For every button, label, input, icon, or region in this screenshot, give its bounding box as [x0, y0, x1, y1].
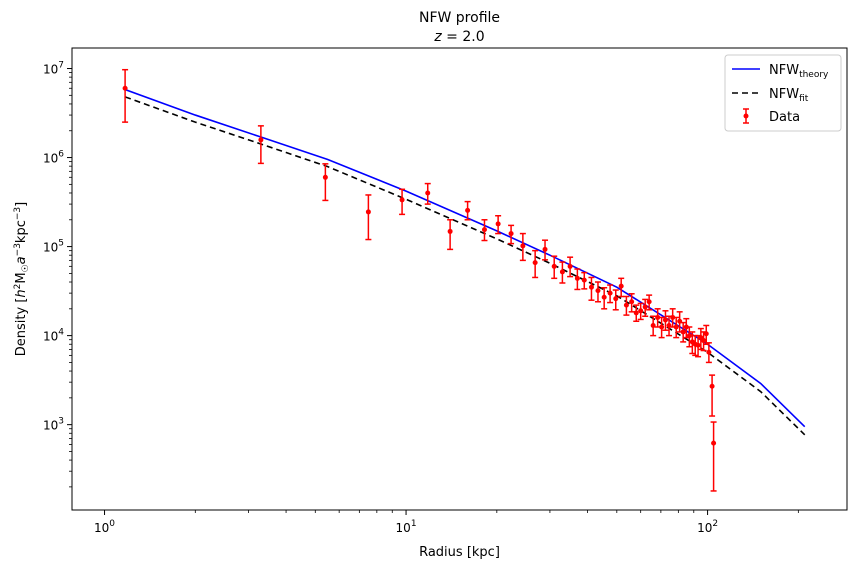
- data-point: [646, 299, 652, 305]
- x-tick-label: 102: [697, 519, 718, 535]
- data-point: [542, 246, 548, 252]
- data-point: [532, 260, 538, 266]
- legend: NFWtheory NFWfit Data: [724, 54, 842, 132]
- data-point: [638, 308, 644, 314]
- data-point: [567, 263, 573, 269]
- chart-subtitle: z = 2.0: [433, 29, 484, 45]
- data-point: [425, 190, 431, 196]
- data-point: [322, 174, 328, 180]
- data-point: [701, 338, 707, 344]
- plot-area: [122, 68, 806, 492]
- data-point: [481, 227, 487, 233]
- data-point: [686, 333, 692, 339]
- data-point: [655, 314, 661, 320]
- y-tick-label: 106: [43, 150, 64, 166]
- data-point: [623, 302, 629, 308]
- data-point: [551, 263, 557, 269]
- axis-ticks: 100 101 102 103 104 105 106 107: [43, 61, 799, 535]
- data-point: [711, 440, 717, 446]
- data-point: [601, 294, 607, 300]
- data-point: [588, 284, 594, 290]
- data-point: [581, 277, 587, 283]
- y-tick-label: 104: [43, 328, 64, 344]
- legend-data-marker: [743, 113, 749, 119]
- data-point: [607, 290, 613, 296]
- series-line-0: [124, 88, 806, 428]
- legend-fit-label: NFWfit: [769, 87, 809, 104]
- data-point: [399, 197, 405, 203]
- series-line-1: [124, 96, 806, 436]
- legend-theory-label: NFWtheory: [769, 63, 829, 80]
- legend-data-label: Data: [769, 110, 800, 125]
- data-point: [703, 331, 709, 337]
- data-point: [706, 349, 712, 355]
- y-tick-label: 103: [43, 417, 64, 433]
- data-point: [709, 383, 715, 389]
- data-point: [495, 221, 501, 227]
- data-point: [520, 243, 526, 249]
- data-point: [633, 310, 639, 316]
- y-tick-label: 107: [43, 61, 64, 77]
- data-point: [659, 324, 665, 330]
- data-point: [559, 269, 565, 275]
- y-tick-label: 105: [43, 239, 64, 255]
- axes-frame: [71, 47, 848, 511]
- data-point: [680, 329, 686, 335]
- x-axis-label: Radius [kpc]: [419, 545, 500, 560]
- data-point: [613, 296, 619, 302]
- data-point: [673, 324, 679, 330]
- data-point: [683, 324, 689, 330]
- data-point: [508, 231, 514, 237]
- data-point: [574, 275, 580, 281]
- data-point: [365, 209, 371, 215]
- data-point: [642, 304, 648, 310]
- data-point: [122, 85, 128, 91]
- y-axis-label: Density [h2M☉a−3kpc−3]: [13, 202, 31, 356]
- chart-title: NFW profile: [419, 10, 500, 26]
- data-point: [662, 317, 668, 323]
- data-point: [595, 288, 601, 294]
- data-point: [695, 342, 701, 348]
- legend-box: [724, 54, 842, 132]
- data-point: [650, 322, 656, 328]
- x-tick-label: 100: [94, 519, 115, 535]
- x-tick-label: 101: [396, 519, 417, 535]
- data-point: [629, 299, 635, 305]
- data-point: [447, 228, 453, 234]
- data-point: [465, 207, 471, 213]
- data-point: [670, 314, 676, 320]
- data-point: [618, 283, 624, 289]
- data-point: [258, 137, 264, 143]
